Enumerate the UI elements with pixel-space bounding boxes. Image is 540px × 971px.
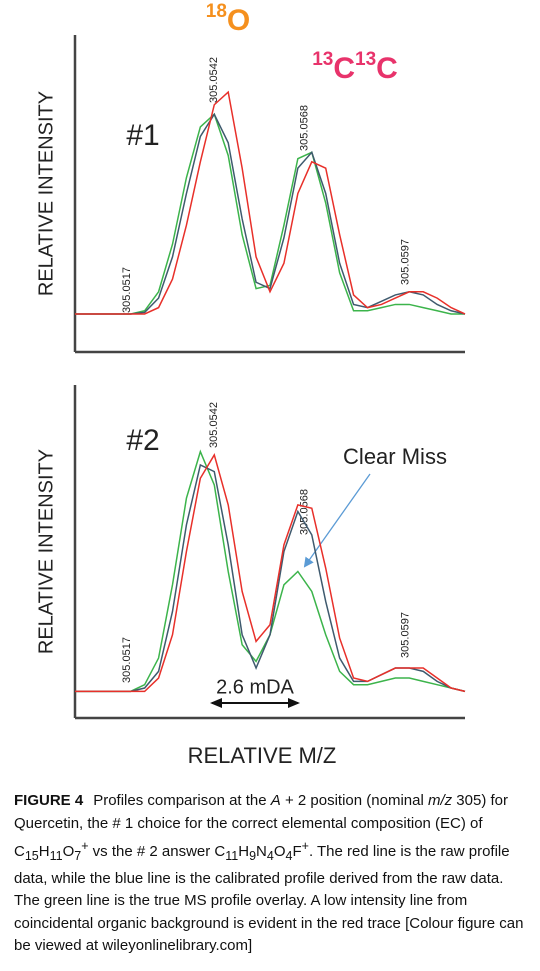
isotope-mass: 13 xyxy=(312,49,333,70)
caption-text: . The red line is the raw profile data, … xyxy=(14,843,524,954)
caption-text: 9 xyxy=(249,849,257,863)
caption-text: H xyxy=(238,843,250,860)
isotope-label: 18O xyxy=(206,1,250,37)
isotope-mass: 13 xyxy=(355,49,376,70)
peak-label: 305.0597 xyxy=(400,612,412,658)
caption-label: FIGURE 4 xyxy=(14,792,84,809)
caption-text: 11 xyxy=(225,849,239,863)
y-axis-label: RELATIVE INTENSITY xyxy=(35,449,57,654)
caption-text: F xyxy=(292,843,302,860)
y-axis-label: RELATIVE INTENSITY xyxy=(35,91,57,296)
peak-label: 305.0597 xyxy=(400,239,412,285)
caption-text: N xyxy=(256,843,267,860)
caption-text: m/z xyxy=(427,792,453,809)
peak-label: 305.0542 xyxy=(208,57,220,103)
isotope-element: C xyxy=(376,52,398,85)
caption-text: 4 xyxy=(266,849,274,863)
panel-title: #1 xyxy=(126,119,159,152)
caption-text: + xyxy=(81,839,89,853)
peak-label: 305.0568 xyxy=(299,489,311,535)
caption-text: A xyxy=(270,792,281,809)
caption-text: O xyxy=(62,843,75,860)
x-axis-label: RELATIVE M/Z xyxy=(188,743,337,768)
profile-line xyxy=(75,453,466,693)
peak-label: 305.0542 xyxy=(208,402,220,448)
caption: FIGURE 4 Profiles comparison at the A + 2… xyxy=(14,790,524,958)
profile-line xyxy=(75,90,466,315)
peak-label: 305.0568 xyxy=(299,105,311,151)
profile-line xyxy=(75,112,465,315)
isotope-mass: 18 xyxy=(206,1,227,22)
caption-text: 4 xyxy=(285,849,293,863)
panel-title: #2 xyxy=(126,424,159,457)
caption-text: O xyxy=(273,843,286,860)
annotation: 2.6 mDA xyxy=(216,676,294,698)
caption-text: + 2 position (nominal xyxy=(280,792,428,809)
isotope-label: 13C13C xyxy=(312,49,398,85)
caption-text: 15 xyxy=(24,849,39,863)
caption-text: 11 xyxy=(49,849,63,863)
isotope-element: C xyxy=(333,52,355,85)
caption-text: Profiles comparison at the xyxy=(93,792,271,809)
caption-text: vs the # 2 answer C xyxy=(88,843,226,860)
peak-label: 305.0517 xyxy=(121,267,133,313)
caption-text: 7 xyxy=(74,849,82,863)
peak-label: 305.0517 xyxy=(121,637,133,683)
annotation: Clear Miss xyxy=(343,444,447,469)
isotope-element: O xyxy=(227,4,250,37)
caption-text: 305) for Quercetin, the # 1 choice for t… xyxy=(14,792,509,860)
profile-line xyxy=(75,112,466,315)
caption-text: H xyxy=(38,843,50,860)
figure: RELATIVE INTENSITY #1 305.0517 305.0542 305.… xyxy=(35,1,466,768)
caption-text: + xyxy=(301,839,309,853)
